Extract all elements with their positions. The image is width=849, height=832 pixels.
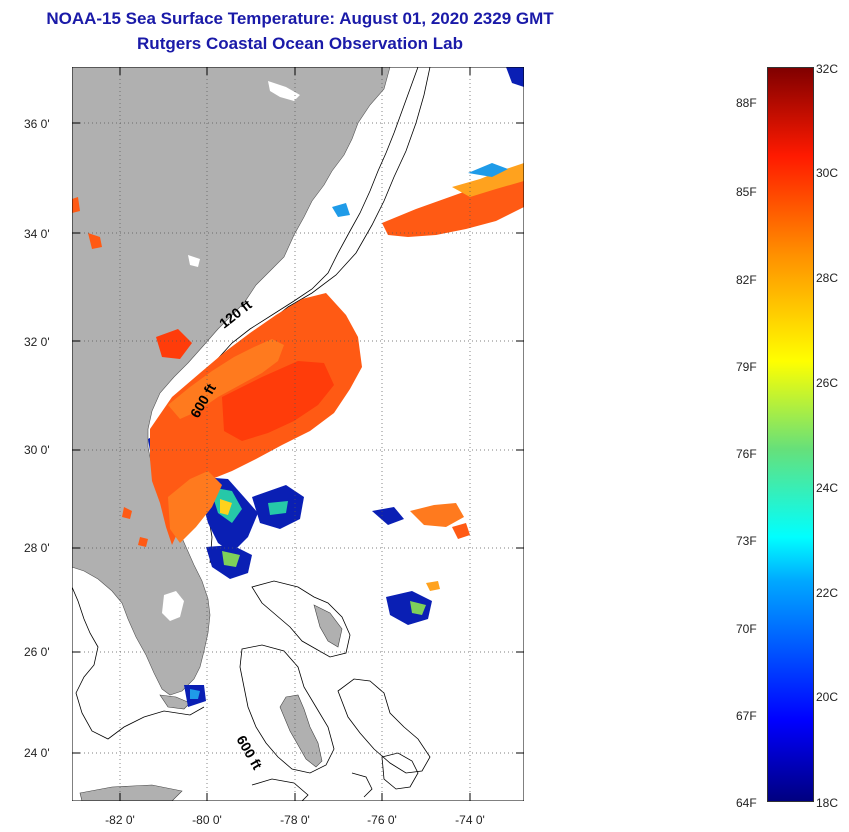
colorbar-label-f: 79F (736, 360, 757, 374)
colorbar-label-f: 70F (736, 622, 757, 636)
colorbar-label-f: 85F (736, 185, 757, 199)
colorbar-label-f: 88F (736, 96, 757, 110)
map-subtitle: Rutgers Coastal Ocean Observation Lab (137, 34, 463, 53)
lon-label-78: -78 0' (280, 813, 310, 827)
colorbar-label-c: 20C (816, 690, 839, 704)
land-bahamas (313, 604, 343, 648)
colorbar-label-f: 82F (736, 273, 757, 287)
land-bahamas (79, 784, 183, 801)
lake-okeechobee (162, 591, 184, 621)
colorbar-label-f: 76F (736, 447, 757, 461)
lat-label-24: 24 0' (24, 746, 50, 760)
lon-label-76: -76 0' (367, 813, 397, 827)
temperature-colorbar (767, 67, 814, 802)
colorbar-label-f: 64F (736, 796, 757, 810)
colorbar-label-c: 32C (816, 62, 839, 76)
land-bahamas (279, 694, 323, 768)
lat-label-26: 26 0' (24, 645, 50, 659)
colorbar-label-f: 67F (736, 709, 757, 723)
lon-label-80: -80 0' (192, 813, 222, 827)
land-keys (159, 694, 191, 710)
colorbar-label-c: 30C (816, 166, 839, 180)
inland-lake (188, 255, 200, 267)
graticule (72, 67, 524, 801)
lat-label-36: 36 0' (24, 117, 50, 131)
lon-label-74: -74 0' (455, 813, 485, 827)
sst-map: 120 ft 600 ft 600 ft (72, 67, 524, 801)
inland-lake (268, 81, 300, 101)
sst-warm-region (72, 67, 524, 625)
colorbar-label-c: 26C (816, 376, 839, 390)
lat-label-32: 32 0' (24, 335, 50, 349)
colorbar-label-c: 24C (816, 481, 839, 495)
colorbar-label-c: 22C (816, 586, 839, 600)
lat-label-34: 34 0' (24, 227, 50, 241)
lat-label-30: 30 0' (24, 443, 50, 457)
colorbar-label-c: 18C (816, 796, 839, 810)
map-ticks (72, 67, 524, 801)
colorbar-label-c: 28C (816, 271, 839, 285)
lon-label-82: -82 0' (105, 813, 135, 827)
lat-label-28: 28 0' (24, 541, 50, 555)
colorbar-label-f: 73F (736, 534, 757, 548)
map-title: NOAA-15 Sea Surface Temperature: August … (46, 9, 554, 28)
